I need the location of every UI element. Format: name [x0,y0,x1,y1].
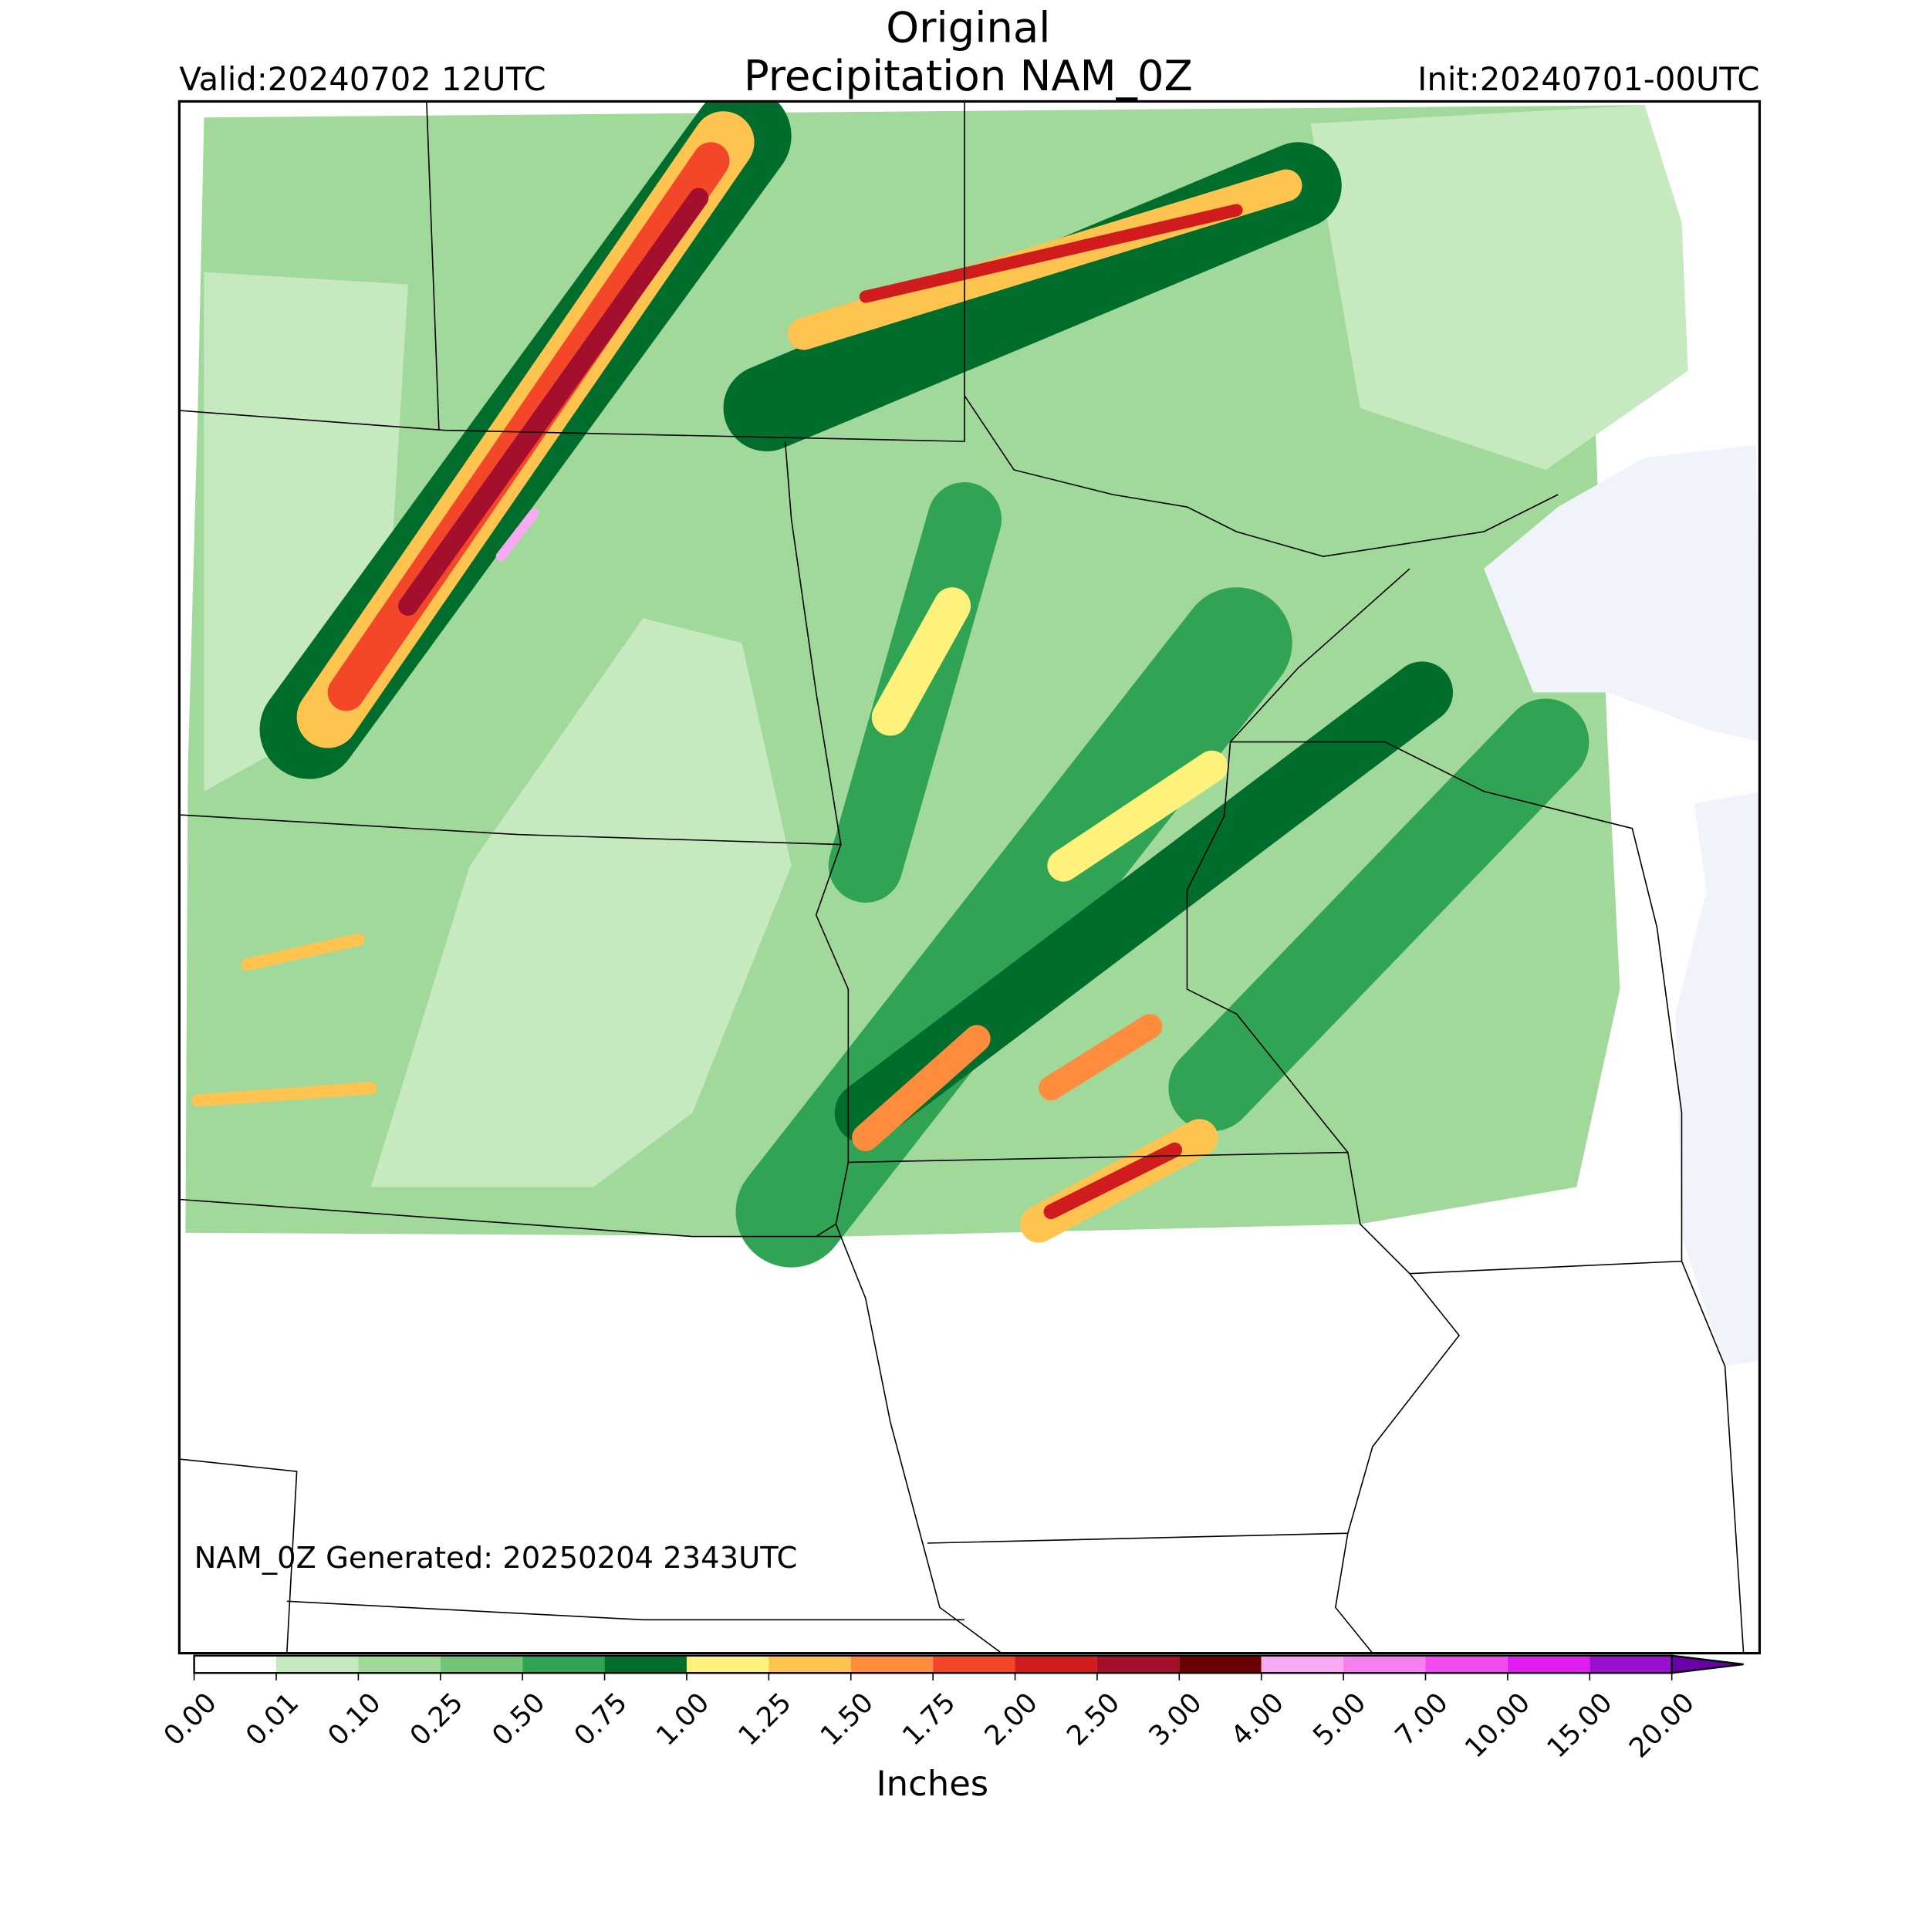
colorbar-segment [358,1655,441,1674]
colorbar-tick-label: 0.75 [568,1687,633,1751]
colorbar: 0.00 0.01 0.10 0.25 0.50 0.75 1.00 1.25 1.50 1.75… [157,1654,1744,1765]
colorbar-tick-label: 20.00 [1623,1687,1701,1764]
colorbar-tick-label: 7.00 [1389,1687,1454,1751]
lake-superior [1484,444,1760,741]
colorbar-segment [1589,1655,1672,1674]
colorbar-segment [1343,1655,1426,1674]
colorbar-tick-label: 0.01 [240,1687,305,1751]
precip-streaks [191,101,1589,1268]
colorbar-segment [604,1655,687,1674]
colorbar-segment [275,1655,359,1674]
colorbar-label: Inches [876,1763,988,1804]
colorbar-extension [1671,1654,1744,1674]
colorbar-segment [1507,1655,1590,1674]
colorbar-tick-label: 0.25 [404,1687,469,1751]
colorbar-segment [1015,1655,1097,1674]
colorbar-tick-label: 0.00 [157,1687,222,1751]
map: NAM_0Z Generated: 20250204 2343UTC [177,100,1762,1655]
colorbar-segment [1425,1655,1508,1674]
colorbar-tick-label: 4.00 [1225,1687,1289,1751]
colorbar-tick-label: 1.75 [897,1687,961,1751]
generated-note: NAM_0Z Generated: 20250204 2343UTC [194,1541,798,1576]
colorbar-segment [1179,1655,1262,1674]
colorbar-segment [440,1655,523,1674]
colorbar-tick-label: 1.50 [815,1687,880,1751]
colorbar-segment [850,1655,934,1674]
colorbar-tick-label: 10.00 [1459,1687,1536,1764]
colorbar-tick-label: 2.00 [978,1687,1043,1751]
title-line: Precipitation NAM_0Z [744,51,1193,100]
colorbar-tick-label: 2.50 [1061,1687,1126,1751]
colorbar-tick-label: 1.25 [732,1687,797,1751]
colorbar-segment [1096,1655,1180,1674]
light-precip [1310,105,1688,470]
light-precip [370,618,792,1187]
colorbar-tick-label: 1.00 [650,1687,715,1751]
lake-michigan [1675,792,1760,1366]
colorbar-segment [933,1655,1015,1674]
colorbar-segment [686,1655,769,1674]
colorbar-tick-label: 3.00 [1143,1687,1208,1751]
title-line: Original [886,2,1050,52]
colorbar-segment [1261,1655,1344,1674]
valid-time: Valid:20240702 12UTC [179,60,546,98]
state-borders [179,101,1745,1653]
colorbar-tick-label: 0.10 [322,1687,387,1751]
colorbar-tick-label: 0.50 [486,1687,551,1751]
colorbar-tick-label: 5.00 [1307,1687,1372,1751]
colorbar-segment [522,1655,605,1674]
map-frame [177,100,1762,1655]
colorbar-segment [194,1655,276,1674]
colorbar-tick-label: 15.00 [1541,1687,1618,1764]
colorbar-segment [769,1655,851,1674]
init-time: Init:20240701-00UTC [1417,60,1759,98]
